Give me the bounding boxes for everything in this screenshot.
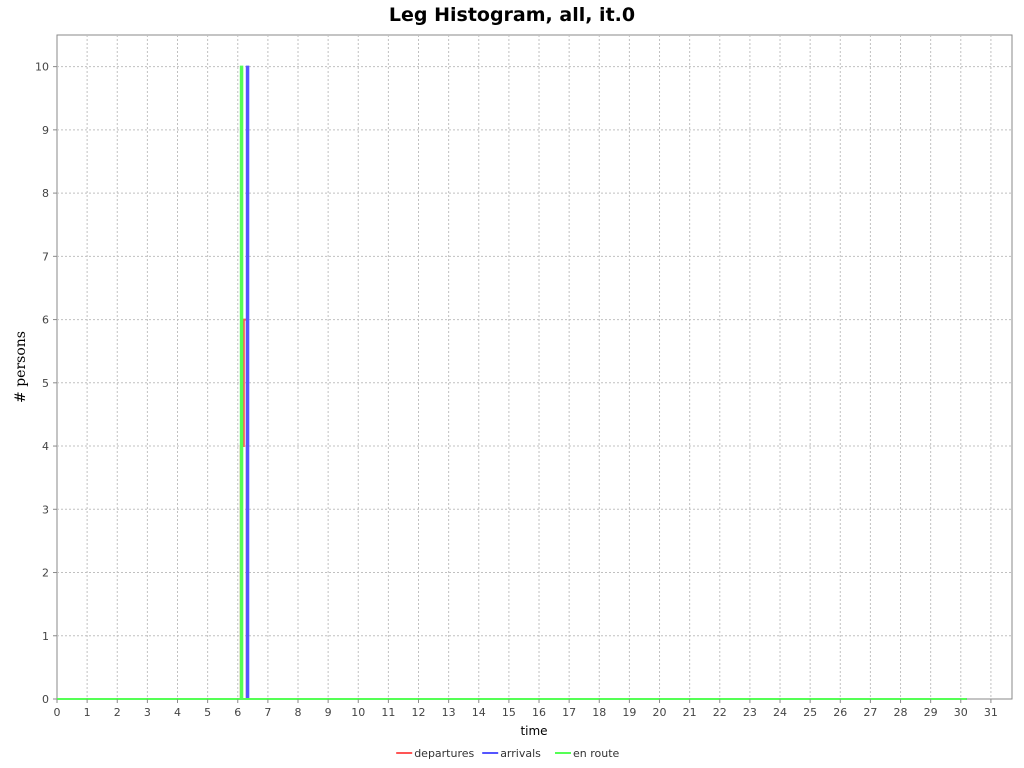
y-tick-label: 0	[42, 693, 49, 706]
x-tick-label: 13	[442, 706, 456, 719]
grid-layer	[57, 35, 1012, 699]
y-tick-label: 3	[42, 503, 49, 516]
x-tick-label: 28	[894, 706, 908, 719]
x-tick-label: 0	[54, 706, 61, 719]
x-tick-label: 2	[114, 706, 121, 719]
x-tick-label: 16	[532, 706, 546, 719]
x-axis-label: time	[520, 724, 547, 738]
legend-label-departures: departures	[414, 747, 474, 760]
y-tick-label: 7	[42, 250, 49, 263]
x-tick-label: 5	[204, 706, 211, 719]
x-tick-label: 23	[743, 706, 757, 719]
series-layer	[57, 65, 967, 700]
y-tick-label: 9	[42, 124, 49, 137]
x-tick-label: 6	[234, 706, 241, 719]
legend-label-arrivals: arrivals	[500, 747, 541, 760]
chart-title: Leg Histogram, all, it.0	[389, 4, 635, 26]
y-tick-label: 10	[35, 61, 49, 74]
x-tick-label: 26	[833, 706, 847, 719]
x-tick-label: 15	[502, 706, 516, 719]
y-tick-label: 4	[42, 440, 49, 453]
y-tick-label: 1	[42, 630, 49, 643]
x-tick-label: 20	[653, 706, 667, 719]
x-tick-label: 22	[713, 706, 727, 719]
x-tick-label: 7	[264, 706, 271, 719]
x-tick-label: 25	[803, 706, 817, 719]
x-tick-label: 18	[592, 706, 606, 719]
x-tick-label: 30	[954, 706, 968, 719]
y-tick-label: 5	[42, 377, 49, 390]
x-tick-label: 24	[773, 706, 787, 719]
x-tick-label: 10	[351, 706, 365, 719]
axis-layer: 0 1 2 3 4 5 6 7 8 9 10 11 12 13 14 15 16 17 18 19 20 21 22 23 24…	[35, 61, 998, 719]
x-tick-label: 11	[381, 706, 395, 719]
x-tick-label: 8	[295, 706, 302, 719]
y-axis-label: # persons	[13, 331, 29, 403]
y-tick-label: 8	[42, 187, 49, 200]
plot-area	[56, 34, 1013, 700]
x-tick-label: 9	[325, 706, 332, 719]
x-tick-label: 31	[984, 706, 998, 719]
series-line-en-route	[57, 65, 967, 700]
legend-label-en-route: en route	[573, 747, 620, 760]
x-tick-label: 19	[622, 706, 636, 719]
x-tick-label: 3	[144, 706, 151, 719]
x-tick-label: 12	[412, 706, 426, 719]
x-tick-label: 14	[472, 706, 486, 719]
x-tick-label: 17	[562, 706, 576, 719]
x-tick-label: 27	[863, 706, 877, 719]
x-tick-label: 21	[683, 706, 697, 719]
x-tick-label: 29	[924, 706, 938, 719]
x-tick-label: 1	[84, 706, 91, 719]
x-tick-label: 4	[174, 706, 181, 719]
legend: departures arrivals en route	[396, 747, 620, 760]
y-tick-label: 6	[42, 314, 49, 327]
y-tick-label: 2	[42, 567, 49, 580]
